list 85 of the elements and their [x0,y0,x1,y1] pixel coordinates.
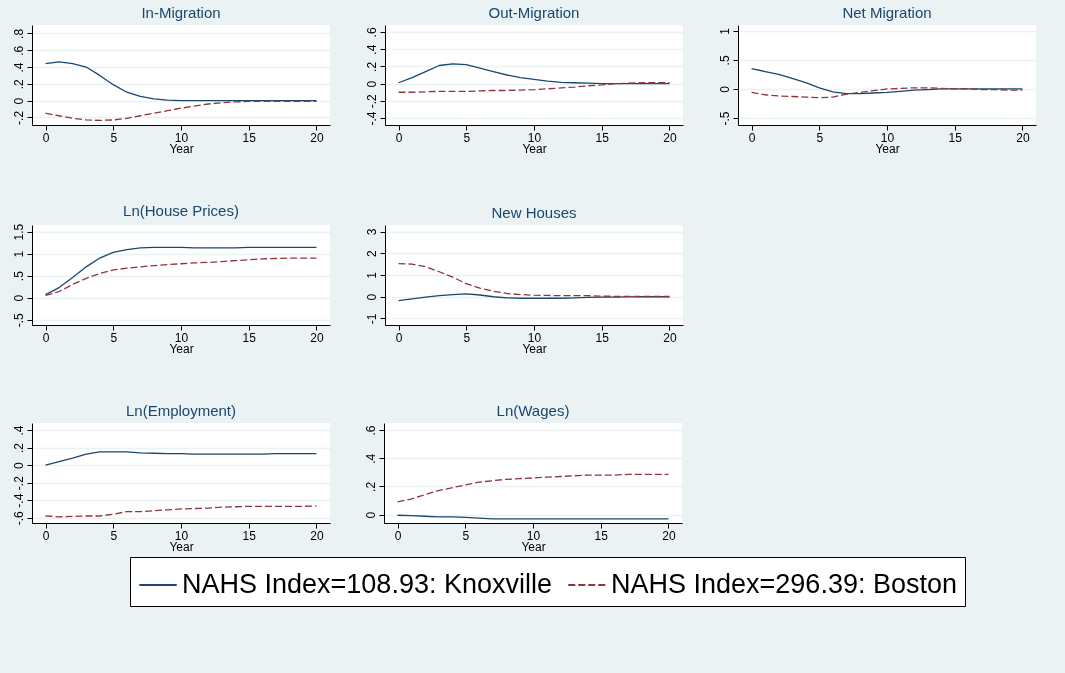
line-series [44,246,318,296]
y-tick-label: -.2 [11,110,26,125]
y-tick-label: 0 [11,294,26,302]
y-tick-label: .4 [11,62,26,73]
y-tick-label: .8 [11,28,26,39]
y-tick-label: -.5 [717,111,732,126]
line-series [44,61,318,102]
x-tick-label: 15 [594,528,609,543]
x-tick-label: 15 [242,528,257,543]
x-tick-label: 0 [395,130,403,145]
y-tick-label: 1 [364,271,379,279]
y-tick-label: -.4 [11,493,26,508]
y-tick-label: 3 [364,228,379,236]
x-tick-label: 5 [110,528,118,543]
y-tick-label: -.5 [11,312,26,328]
y-tick-label: .6 [363,425,378,436]
x-tick-label: 5 [463,130,471,145]
y-tick-label: 0 [363,511,378,519]
x-tick-label: 0 [394,528,402,543]
x-tick-label: 20 [310,330,324,345]
y-tick-label: 0 [717,85,732,93]
x-tick-label: 15 [242,130,257,145]
y-tick-label: -.6 [11,510,26,526]
x-tick-label: 20 [663,330,677,345]
x-tick-label: 20 [310,528,324,543]
x-tick-label: 0 [748,130,756,145]
y-tick-label: 1 [717,27,732,35]
chart-title: New Houses [491,204,577,221]
x-tick-label: 5 [110,130,118,145]
chart-title: Out-Migration [488,4,580,21]
y-tick-label: .2 [11,442,26,454]
x-tick-label: 5 [816,130,824,145]
y-tick-label: 1.5 [11,223,26,241]
y-tick-label: .5 [717,55,732,66]
x-tick-label: 15 [948,130,963,145]
y-tick-label: .2 [11,79,26,90]
y-tick-label: -.2 [11,475,26,491]
chart-title: In-Migration [141,4,221,21]
x-tick-label: 5 [110,330,118,345]
x-tick-label: 0 [42,528,50,543]
y-tick-label: .6 [11,45,26,56]
y-tick-label: .4 [11,425,26,436]
legend-label: NAHS Index=108.93: Knoxville [182,569,552,599]
chart-title: Net Migration [842,4,932,21]
x-tick-label: 15 [242,330,257,345]
y-tick-label: .2 [364,61,379,72]
line-series [750,67,1024,95]
line-series [44,451,318,466]
x-tick-label: 20 [663,130,677,145]
line-series [397,63,671,85]
y-tick-label: 2 [364,250,379,258]
y-tick-label: 0 [364,80,379,88]
chart-title: Ln(House Prices) [123,202,239,220]
y-tick-label: .6 [364,27,379,38]
x-tick-label: 0 [42,130,50,145]
x-tick-label: 0 [42,330,50,345]
x-tick-label: 20 [310,130,324,145]
line-series [397,263,671,298]
y-tick-label: -1 [364,313,379,325]
line-series [44,100,318,122]
x-tick-label: 20 [662,528,676,543]
y-tick-label: 0 [364,293,379,301]
y-tick-label: 0 [11,97,26,105]
x-tick-label: 5 [463,330,471,345]
y-tick-label: .5 [11,270,26,282]
x-tick-label: 15 [595,130,610,145]
line-series [397,82,671,93]
x-tick-label: 5 [462,528,470,543]
line-series [44,257,318,297]
chart-title: Ln(Employment) [125,402,237,419]
y-tick-label: 1 [11,250,26,258]
y-tick-label: .2 [363,481,378,492]
y-tick-label: -.4 [364,111,379,126]
y-tick-label: .4 [364,44,379,55]
line-series [44,505,318,518]
chart-title: Ln(Wages) [496,402,570,419]
y-tick-label: -.2 [364,94,379,109]
legend-label: NAHS Index=296.39: Boston [611,569,957,599]
y-tick-label: 0 [11,461,26,469]
x-tick-label: 0 [395,330,403,345]
y-tick-label: .4 [363,453,378,464]
line-series [396,473,670,503]
x-tick-label: 20 [1016,130,1030,145]
line-series [750,87,1024,99]
x-tick-label: 15 [595,330,610,345]
